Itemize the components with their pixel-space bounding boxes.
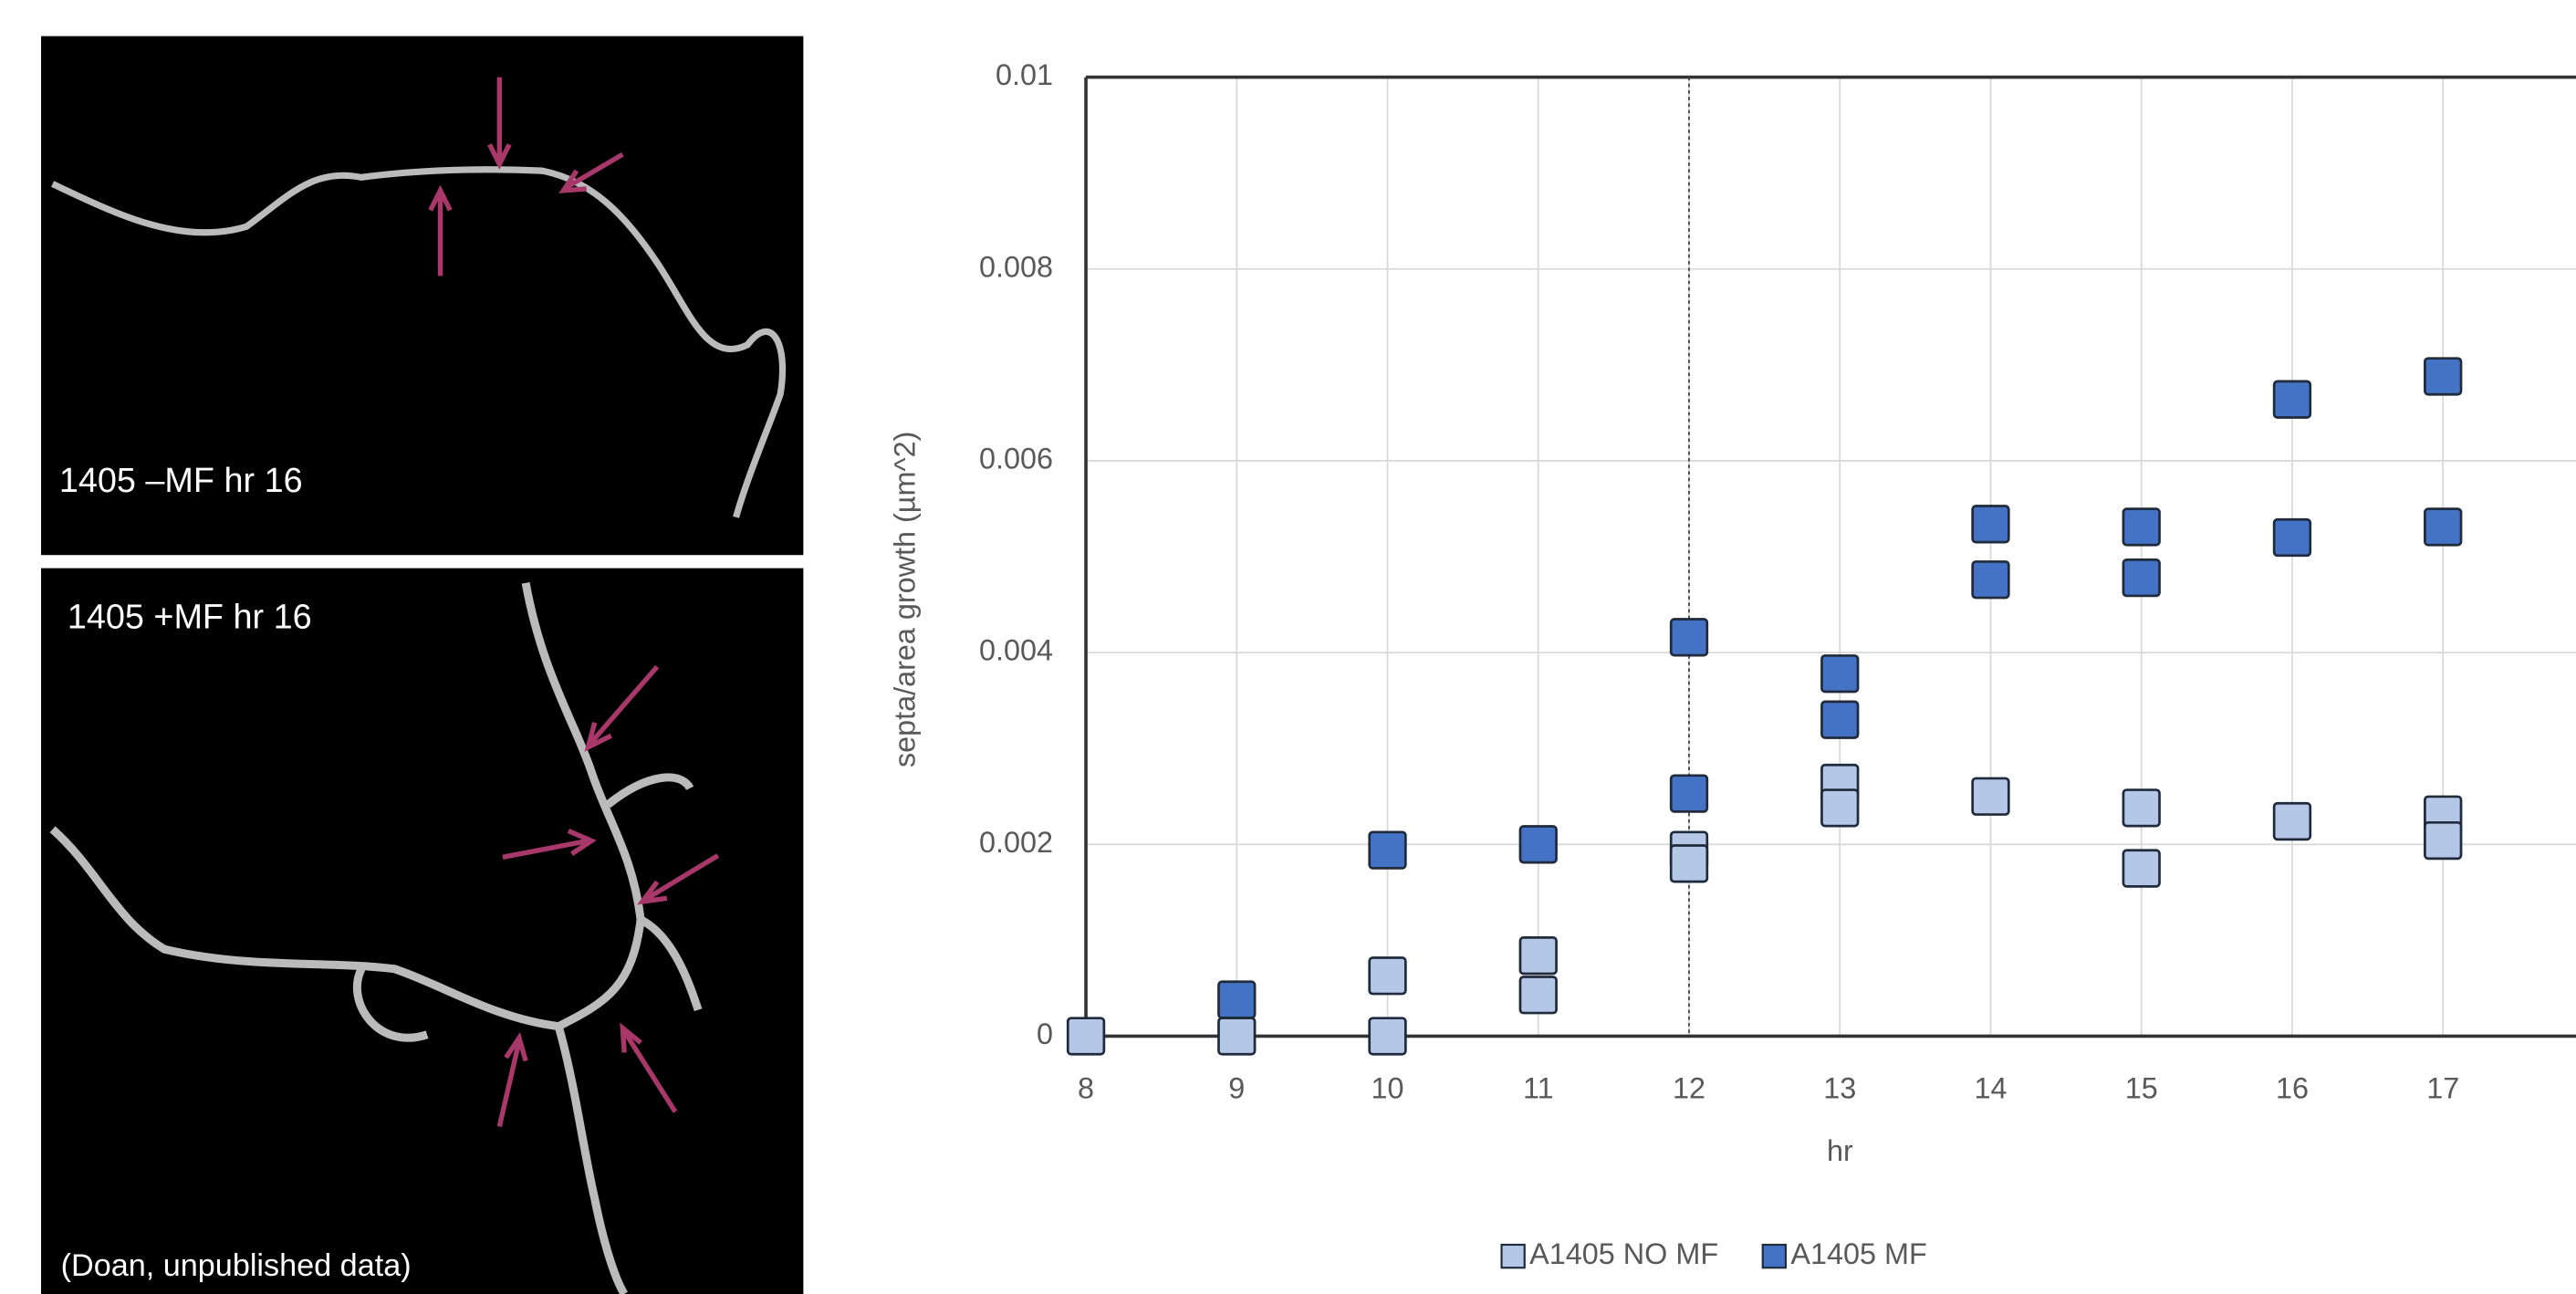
marker bbox=[2123, 790, 2160, 827]
image-caption: 1405 –MF hr 16 bbox=[59, 462, 303, 500]
y-tick-label: 0.006 bbox=[979, 443, 1053, 475]
micrograph-top: 1405 –MF hr 16 bbox=[41, 37, 803, 556]
legend-swatch bbox=[1763, 1245, 1786, 1268]
x-tick-label: 16 bbox=[2276, 1071, 2309, 1104]
x-tick-label: 10 bbox=[1371, 1071, 1404, 1104]
micrograph-bottom: 1405 +MF hr 16 (Doan, unpublished data) bbox=[41, 569, 803, 1294]
marker bbox=[1821, 655, 1858, 692]
chart: hr septa/area growth (µm^2) 0 0.002 0.004 0… bbox=[888, 58, 2576, 1270]
marker bbox=[1218, 1018, 1255, 1055]
marker bbox=[2425, 509, 2461, 546]
y-axis-title: septa/area growth (µm^2) bbox=[888, 432, 921, 767]
y-tick-label: 0.01 bbox=[996, 58, 1053, 91]
y-tick-label: 0.002 bbox=[979, 826, 1053, 859]
x-tick-label: 15 bbox=[2125, 1071, 2158, 1104]
image-credit: (Doan, unpublished data) bbox=[61, 1248, 412, 1283]
legend-swatch bbox=[1502, 1245, 1525, 1268]
marker bbox=[1520, 937, 1557, 974]
x-tick-label: 11 bbox=[1523, 1071, 1554, 1104]
marker bbox=[1671, 846, 1707, 882]
marker bbox=[1520, 827, 1557, 863]
marker bbox=[1370, 832, 1406, 869]
marker bbox=[1973, 778, 2009, 815]
image-background bbox=[41, 569, 803, 1294]
legend-label: A1405 NO MF bbox=[1529, 1237, 1718, 1270]
marker bbox=[1973, 506, 2009, 543]
x-tick-label: 9 bbox=[1228, 1071, 1245, 1104]
marker bbox=[2123, 850, 2160, 887]
marker bbox=[1671, 776, 1707, 812]
x-tick-label: 13 bbox=[1823, 1071, 1856, 1104]
page: 1405 –MF hr 16 1405 +MF hr 16 (Doan, unp… bbox=[0, 0, 2576, 1294]
marker bbox=[1218, 982, 1255, 1018]
marker bbox=[1068, 1018, 1104, 1055]
marker bbox=[2274, 519, 2310, 556]
y-tick-label: 0.008 bbox=[979, 250, 1053, 283]
x-tick-label: 17 bbox=[2426, 1071, 2459, 1104]
marker bbox=[2274, 803, 2310, 840]
y-tick-label: 0.004 bbox=[979, 634, 1053, 667]
marker bbox=[2425, 359, 2461, 395]
marker bbox=[1671, 620, 1707, 656]
x-tick-label: 8 bbox=[1078, 1071, 1094, 1104]
y-tick-label: 0 bbox=[1037, 1017, 1053, 1050]
marker bbox=[1973, 561, 2009, 598]
marker bbox=[2123, 509, 2160, 546]
marker bbox=[2274, 381, 2310, 418]
marker bbox=[1370, 957, 1406, 994]
marker bbox=[1821, 790, 1858, 827]
marker bbox=[2425, 822, 2461, 859]
x-axis-title: hr bbox=[1827, 1134, 1853, 1167]
marker bbox=[1520, 976, 1557, 1013]
marker bbox=[1821, 702, 1858, 738]
marker bbox=[2123, 559, 2160, 596]
x-tick-label: 12 bbox=[1673, 1071, 1705, 1104]
marker bbox=[1370, 1018, 1406, 1055]
legend-label: A1405 MF bbox=[1790, 1237, 1926, 1270]
image-caption: 1405 +MF hr 16 bbox=[68, 598, 312, 636]
legend: A1405 NO MF A1405 MF bbox=[1502, 1237, 1927, 1270]
x-tick-label: 14 bbox=[1974, 1071, 2007, 1104]
